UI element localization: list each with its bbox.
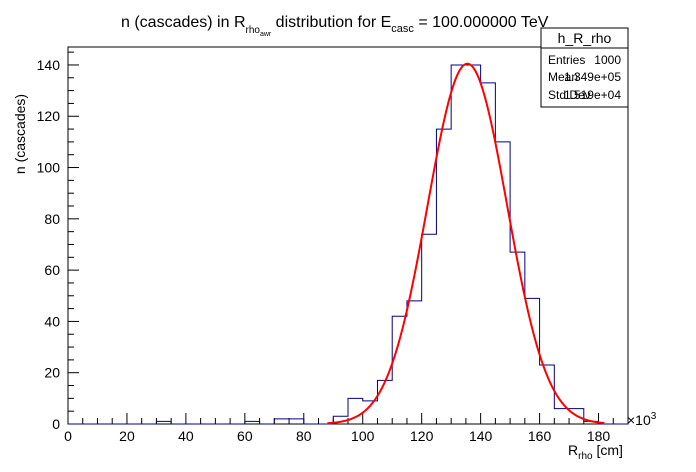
x-tick-label: 100 (351, 428, 375, 444)
x-tick-label: 120 (410, 428, 434, 444)
y-tick-label: 120 (37, 108, 61, 124)
x-tick-label: 40 (178, 428, 194, 444)
y-tick-label: 100 (37, 160, 61, 176)
stats-title: h_R_rho (558, 30, 612, 46)
y-tick-label: 60 (44, 262, 60, 278)
x-tick-label: 140 (469, 428, 493, 444)
gaussian-fit-curve (327, 62, 605, 425)
x-axis-multiplier: ×103 (627, 411, 657, 428)
stats-entries-label: Entries (548, 53, 585, 67)
stats-mean-value: 1.349e+05 (564, 70, 621, 84)
y-tick-label: 80 (44, 211, 60, 227)
stats-stddev-label: Std Dev (548, 88, 591, 102)
y-tick-label: 0 (52, 416, 60, 432)
plot-area: 0 20 40 60 80 100 120 140 160 180 0 20 40 60 80 100 120 1… (37, 46, 629, 444)
x-tick-label: 180 (587, 428, 611, 444)
chart-title: n (cascades) in Rrhoawr distribution for… (121, 14, 549, 38)
x-axis-label: Rrho [cm] (568, 442, 623, 462)
stats-entries-value: 1000 (594, 53, 621, 67)
y-tick-label: 40 (44, 313, 60, 329)
x-tick-label: 80 (296, 428, 312, 444)
x-tick-label: 160 (528, 428, 552, 444)
y-tick-label: 140 (37, 57, 61, 73)
stats-stddev-value: 1.519e+04 (564, 88, 621, 102)
x-tick-label: 0 (64, 428, 72, 444)
y-axis-label: n (cascades) (12, 94, 28, 174)
x-tick-label: 60 (237, 428, 253, 444)
x-tick-label: 20 (119, 428, 135, 444)
y-tick-label: 20 (44, 365, 60, 381)
stats-box: h_R_rho Entries 1000 Mean 1.349e+05 Std … (540, 27, 629, 108)
stats-box-frame (540, 27, 629, 108)
stats-mean-label: Mean (548, 70, 578, 84)
